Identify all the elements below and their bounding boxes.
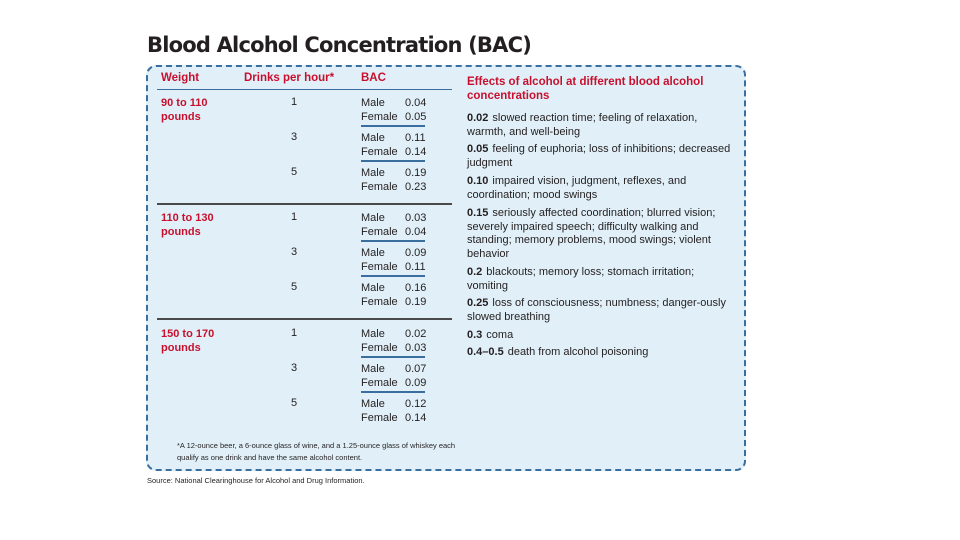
male-bac-value: 0.12 — [405, 398, 427, 410]
effect-level: 0.3 — [467, 329, 483, 341]
female-label: Female — [361, 261, 398, 273]
weight-group-3: 150 to 170 pounds — [161, 328, 215, 354]
row-divider — [361, 391, 425, 393]
male-label: Male — [361, 398, 385, 410]
male-label: Male — [361, 282, 385, 294]
effect-item: 0.15 seriously affected coordination; blu… — [467, 207, 735, 261]
male-bac-value: 0.11 — [405, 132, 426, 144]
bac-entry: Male 0.02 Female 0.03 — [361, 327, 431, 355]
effect-level: 0.4–0.5 — [467, 346, 504, 358]
male-label: Male — [361, 212, 385, 224]
drinks-value: 1 — [290, 96, 298, 108]
drinks-value: 3 — [290, 131, 298, 143]
effect-level: 0.05 — [467, 143, 489, 155]
female-bac-value: 0.03 — [405, 342, 427, 354]
drinks-value: 3 — [290, 362, 298, 374]
bac-entry: Male 0.03 Female 0.04 — [361, 211, 431, 239]
bac-panel — [146, 65, 746, 471]
drinks-value: 5 — [290, 281, 298, 293]
drinks-value: 1 — [290, 327, 298, 339]
female-bac-value: 0.04 — [405, 226, 427, 238]
footnote: *A 12-ounce beer, a 6-ounce glass of win… — [177, 441, 456, 462]
male-bac-value: 0.07 — [405, 363, 427, 375]
effect-text: slowed reaction time; feeling of relaxat… — [467, 112, 698, 138]
effect-item: 0.05 feeling of euphoria; loss of inhibit… — [467, 143, 735, 170]
female-label: Female — [361, 181, 398, 193]
drinks-value: 5 — [290, 397, 298, 409]
male-bac-value: 0.16 — [405, 282, 427, 294]
effect-text: impaired vision, judgment, reflexes, and… — [467, 175, 687, 201]
drinks-value: 5 — [290, 166, 298, 178]
effect-text: loss of consciousness; numbness; danger-… — [467, 297, 726, 323]
male-label: Male — [361, 328, 385, 340]
effects-title: Effects of alcohol at different blood al… — [467, 76, 704, 102]
bac-column-header: BAC — [361, 72, 386, 84]
drinks-column-header: Drinks per hour* — [244, 72, 335, 84]
weight-column-header: Weight — [161, 72, 200, 84]
male-bac-value: 0.09 — [405, 247, 427, 259]
female-label: Female — [361, 111, 398, 123]
row-divider — [361, 125, 425, 127]
group-divider — [157, 318, 452, 320]
male-bac-value: 0.04 — [405, 97, 427, 109]
male-label: Male — [361, 363, 385, 375]
row-divider — [361, 356, 425, 358]
male-bac-value: 0.19 — [405, 167, 427, 179]
female-bac-value: 0.11 — [405, 261, 426, 273]
effect-item: 0.25 loss of consciousness; numbness; dan… — [467, 297, 735, 324]
effect-item: 0.02 slowed reaction time; feeling of rel… — [467, 112, 735, 139]
female-label: Female — [361, 377, 398, 389]
male-bac-value: 0.03 — [405, 212, 427, 224]
row-divider — [361, 240, 425, 242]
row-divider — [361, 160, 425, 162]
female-label: Female — [361, 226, 398, 238]
weight-group-1: 90 to 110 pounds — [161, 97, 208, 123]
female-bac-value: 0.14 — [405, 412, 427, 424]
bac-entry: Male 0.16 Female 0.19 — [361, 281, 431, 309]
female-bac-value: 0.05 — [405, 111, 427, 123]
weight-group-2: 110 to 130 pounds — [161, 212, 214, 238]
female-bac-value: 0.14 — [405, 146, 427, 158]
male-bac-value: 0.02 — [405, 328, 427, 340]
male-label: Male — [361, 132, 385, 144]
effect-text: coma — [486, 329, 514, 341]
bac-entry: Male 0.07 Female 0.09 — [361, 362, 431, 390]
effect-level: 0.2 — [467, 266, 483, 278]
bac-entry: Male 0.11 Female 0.14 — [361, 131, 431, 159]
bac-entry: Male 0.12 Female 0.14 — [361, 397, 431, 425]
female-label: Female — [361, 342, 398, 354]
effect-text: seriously affected coordination; blurred… — [467, 207, 716, 260]
page-title: Blood Alcohol Concentration (BAC) — [147, 33, 532, 57]
male-label: Male — [361, 97, 385, 109]
female-label: Female — [361, 146, 398, 158]
bac-entry: Male 0.04 Female 0.05 — [361, 96, 431, 124]
female-label: Female — [361, 296, 398, 308]
female-label: Female — [361, 412, 398, 424]
effect-text: death from alcohol poisoning — [507, 346, 649, 358]
effect-text: blackouts; memory loss; stomach irritati… — [467, 266, 695, 292]
male-label: Male — [361, 167, 385, 179]
female-bac-value: 0.23 — [405, 181, 427, 193]
female-bac-value: 0.09 — [405, 377, 427, 389]
bac-entry: Male 0.19 Female 0.23 — [361, 166, 431, 194]
bac-entry: Male 0.09 Female 0.11 — [361, 246, 431, 274]
male-label: Male — [361, 247, 385, 259]
effect-item: 0.4–0.5 death from alcohol poisoning — [467, 346, 735, 360]
drinks-value: 3 — [290, 246, 298, 258]
header-divider — [157, 89, 452, 90]
effect-level: 0.15 — [467, 207, 489, 219]
row-divider — [361, 275, 425, 277]
drinks-value: 1 — [290, 211, 298, 223]
effect-level: 0.25 — [467, 297, 489, 309]
group-divider — [157, 203, 452, 205]
effect-item: 0.2 blackouts; memory loss; stomach irrit… — [467, 266, 735, 293]
effect-level: 0.02 — [467, 112, 489, 124]
effect-item: 0.10 impaired vision, judgment, reflexes,… — [467, 175, 735, 202]
effect-item: 0.3 coma — [467, 329, 735, 343]
effect-text: feeling of euphoria; loss of inhibitions… — [467, 143, 731, 169]
effect-level: 0.10 — [467, 175, 489, 187]
source-note: Source: National Clearinghouse for Alcoh… — [147, 476, 365, 485]
female-bac-value: 0.19 — [405, 296, 427, 308]
